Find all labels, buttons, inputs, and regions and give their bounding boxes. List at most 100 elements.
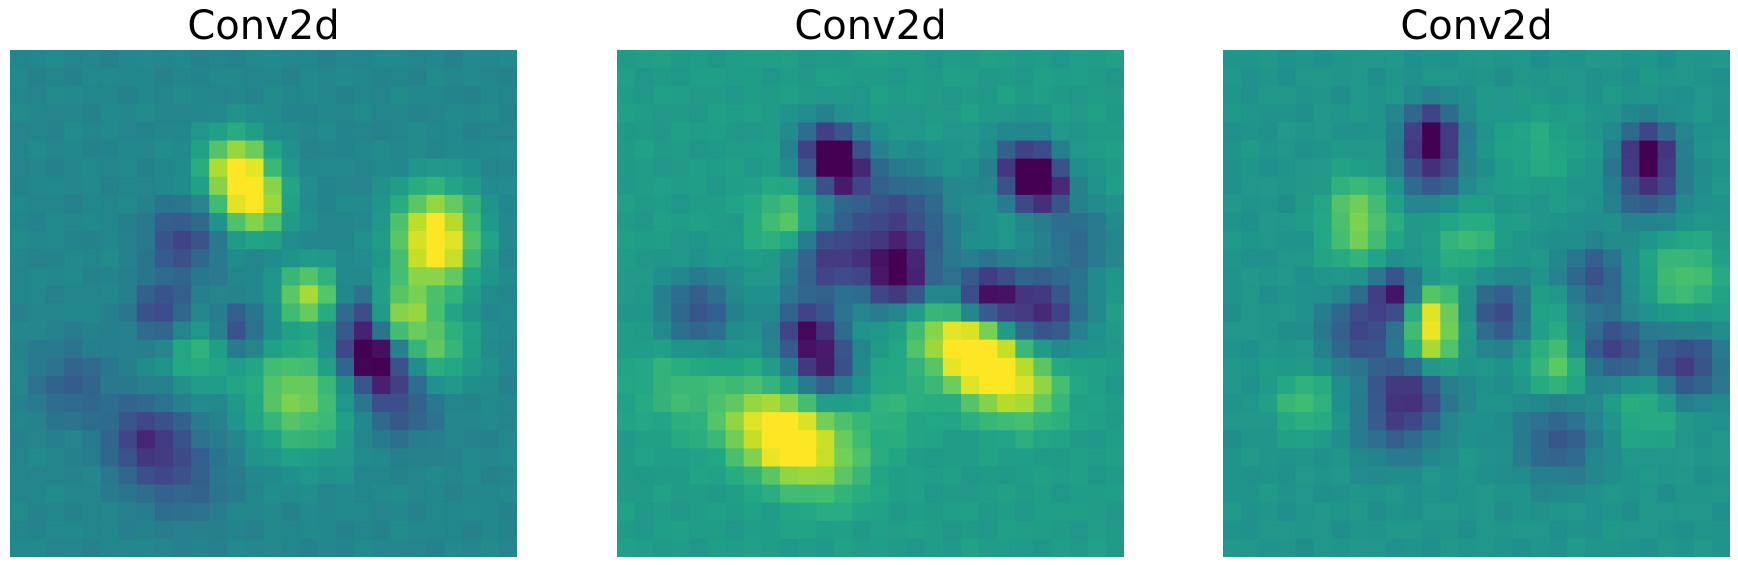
heatmap-cell xyxy=(798,86,817,105)
heatmap-cell xyxy=(82,394,102,413)
heatmap-cell xyxy=(617,321,636,341)
heatmap-cell xyxy=(761,231,781,250)
heatmap-cell xyxy=(64,466,84,486)
heatmap-cell xyxy=(1331,339,1351,359)
heatmap-cell xyxy=(1585,50,1604,69)
heatmap-cell xyxy=(498,375,517,395)
heatmap-cell xyxy=(245,339,265,359)
heatmap-cell xyxy=(942,394,962,413)
heatmap-cell xyxy=(1675,158,1695,178)
heatmap-cell xyxy=(834,357,853,377)
heatmap-cell xyxy=(816,267,835,286)
heatmap-cell xyxy=(1015,538,1035,557)
heatmap-cell xyxy=(118,339,138,359)
heatmap-cell xyxy=(372,466,391,486)
heatmap-cell xyxy=(263,520,283,540)
heatmap-cell xyxy=(1603,158,1622,178)
heatmap-cell xyxy=(245,194,265,214)
heatmap-cell xyxy=(1675,394,1695,413)
heatmap-cell xyxy=(906,194,926,214)
heatmap-cell xyxy=(834,520,853,540)
heatmap-cell xyxy=(1494,194,1514,214)
heatmap-cell xyxy=(1512,375,1532,395)
heatmap-cell xyxy=(10,538,29,557)
heatmap-cell xyxy=(480,466,500,486)
heatmap-cell xyxy=(1404,357,1423,377)
heatmap-cell xyxy=(10,68,29,87)
heatmap-cell xyxy=(1458,158,1478,178)
heatmap-cell xyxy=(28,68,47,87)
heatmap-cell xyxy=(354,357,373,377)
heatmap-cell xyxy=(979,394,998,413)
heatmap-cell xyxy=(617,176,636,196)
heatmap-cell xyxy=(852,267,872,286)
heatmap-cell xyxy=(743,357,763,377)
heatmap-cell xyxy=(498,502,517,522)
heatmap-cell xyxy=(1422,122,1441,142)
heatmap-cell xyxy=(46,538,65,557)
heatmap-cell xyxy=(870,86,890,105)
heatmap-cell xyxy=(689,430,709,449)
heatmap-cell xyxy=(227,267,246,286)
heatmap-cell xyxy=(100,375,120,395)
heatmap-cell xyxy=(924,538,944,557)
heatmap-cell xyxy=(372,104,391,124)
heatmap-cell xyxy=(1105,122,1124,142)
heatmap-cell xyxy=(653,484,672,504)
heatmap-cell xyxy=(408,321,428,341)
heatmap-cell xyxy=(1494,68,1514,87)
heatmap-cell xyxy=(209,538,228,557)
heatmap-cell xyxy=(227,104,246,124)
heatmap-cell xyxy=(1621,538,1641,557)
heatmap-cell xyxy=(1313,86,1333,105)
heatmap-cell xyxy=(354,502,373,522)
heatmap-cell xyxy=(1621,412,1641,431)
heatmap-cell xyxy=(245,321,265,341)
heatmap-cell xyxy=(1313,249,1333,268)
heatmap-cell xyxy=(1585,357,1604,377)
heatmap-cell xyxy=(761,212,781,232)
heatmap-cell xyxy=(1259,321,1278,341)
heatmap-cell xyxy=(1675,212,1695,232)
heatmap-cell xyxy=(997,194,1016,214)
heatmap-cell xyxy=(743,339,763,359)
heatmap-cell xyxy=(1440,412,1459,431)
heatmap-cell xyxy=(689,285,709,305)
heatmap-cell xyxy=(1277,50,1297,69)
heatmap-cell xyxy=(1422,68,1441,87)
heatmap-cell xyxy=(1711,158,1730,178)
heatmap-cell xyxy=(209,466,228,486)
heatmap-cell xyxy=(1241,68,1260,87)
heatmap-cell xyxy=(1313,412,1333,431)
heatmap-cell xyxy=(997,158,1016,178)
heatmap-cell xyxy=(997,520,1016,540)
heatmap-cell xyxy=(100,267,120,286)
heatmap-cell xyxy=(1277,339,1297,359)
heatmap-cell xyxy=(335,357,355,377)
heatmap-cell xyxy=(46,394,65,413)
heatmap-cell xyxy=(924,104,944,124)
heatmap-cell xyxy=(1105,86,1124,105)
heatmap-cell xyxy=(924,339,944,359)
heatmap-cell xyxy=(498,158,517,178)
heatmap-cell xyxy=(1548,303,1568,323)
heatmap-cell xyxy=(408,538,428,557)
heatmap-cell xyxy=(335,303,355,323)
heatmap-cell xyxy=(64,50,84,69)
heatmap-cell xyxy=(798,122,817,142)
heatmap-cell xyxy=(997,484,1016,504)
heatmap-cell xyxy=(354,267,373,286)
heatmap-cell xyxy=(1639,140,1659,160)
heatmap-cell xyxy=(1033,104,1053,124)
heatmap-cell xyxy=(390,267,409,286)
heatmap-cell xyxy=(354,86,373,105)
heatmap-cell xyxy=(1295,158,1315,178)
heatmap-cell xyxy=(743,68,763,87)
heatmap-cell xyxy=(617,231,636,250)
heatmap-cell xyxy=(816,86,835,105)
heatmap-cell xyxy=(1530,249,1550,268)
heatmap-cell xyxy=(408,212,428,232)
heatmap-cell xyxy=(1259,394,1278,413)
heatmap-cell xyxy=(1440,194,1459,214)
heatmap-cell xyxy=(209,285,228,305)
